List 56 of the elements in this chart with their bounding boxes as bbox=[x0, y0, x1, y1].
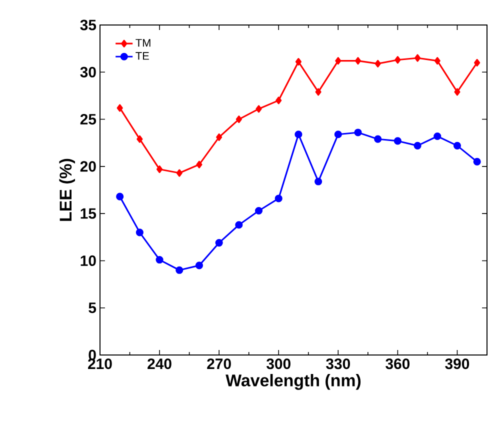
x-axis-title: Wavelength (nm) bbox=[226, 374, 361, 390]
x-tick-label: 390 bbox=[445, 358, 470, 370]
legend-label: TE bbox=[136, 52, 149, 60]
point bbox=[176, 169, 182, 177]
point bbox=[434, 57, 440, 65]
point bbox=[136, 228, 144, 236]
point bbox=[196, 160, 202, 168]
point bbox=[295, 58, 302, 66]
point bbox=[116, 104, 123, 112]
point bbox=[354, 128, 362, 136]
y-tick-label: 35 bbox=[80, 20, 96, 30]
y-tick-label: 30 bbox=[80, 66, 96, 78]
x-tick-label: 360 bbox=[386, 358, 410, 370]
point bbox=[434, 132, 442, 140]
point bbox=[334, 130, 342, 138]
point bbox=[414, 142, 422, 150]
x-tick-label: 210 bbox=[88, 358, 112, 370]
point bbox=[256, 105, 262, 113]
y-tick-label: 25 bbox=[80, 114, 96, 125]
point bbox=[276, 96, 282, 104]
point bbox=[274, 194, 282, 202]
point bbox=[216, 133, 222, 141]
point bbox=[354, 57, 362, 65]
point bbox=[454, 88, 460, 96]
y-tick-label: 5 bbox=[88, 302, 96, 314]
point bbox=[294, 130, 302, 138]
y-tick-label: 20 bbox=[80, 161, 96, 172]
x-tick-label: 240 bbox=[148, 358, 172, 370]
point bbox=[176, 266, 184, 274]
point bbox=[254, 206, 263, 215]
y-tick-label: 15 bbox=[80, 208, 96, 219]
point bbox=[414, 54, 421, 62]
point bbox=[374, 60, 381, 68]
x-tick-label: 330 bbox=[326, 358, 350, 370]
point bbox=[215, 239, 223, 247]
y-tick-label: 10 bbox=[80, 255, 96, 266]
y-axis-title: LEE (%) bbox=[59, 158, 76, 221]
point bbox=[156, 165, 163, 174]
point bbox=[474, 58, 480, 67]
point bbox=[335, 57, 342, 65]
point bbox=[394, 137, 402, 145]
point bbox=[236, 115, 242, 124]
point bbox=[136, 135, 143, 143]
point bbox=[315, 88, 322, 96]
legend-label: TM bbox=[136, 39, 150, 47]
point bbox=[473, 158, 481, 166]
point bbox=[453, 142, 462, 150]
point bbox=[156, 256, 164, 264]
x-tick-label: 300 bbox=[266, 358, 290, 370]
point bbox=[116, 192, 124, 200]
point bbox=[314, 178, 322, 186]
point bbox=[374, 135, 382, 143]
point bbox=[195, 262, 204, 270]
x-tick-label: 270 bbox=[207, 358, 231, 370]
point bbox=[394, 56, 401, 64]
point bbox=[235, 221, 243, 229]
